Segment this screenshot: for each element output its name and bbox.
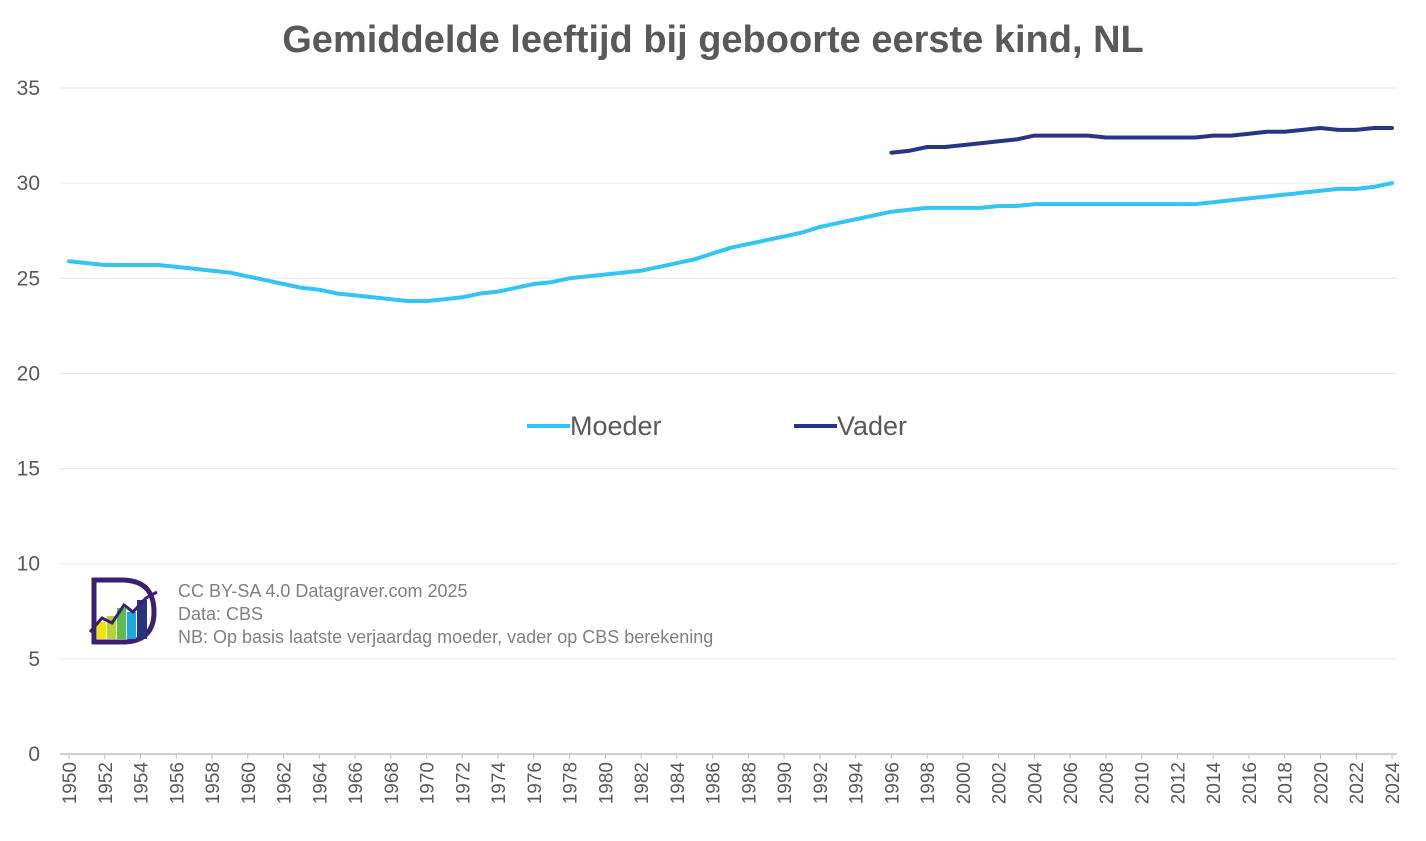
x-tick-label: 1956 <box>167 762 188 804</box>
x-tick-label: 2004 <box>1025 762 1046 805</box>
note-license: CC BY-SA 4.0 Datagraver.com 2025 <box>178 581 468 601</box>
x-tick-label: 1992 <box>811 762 832 804</box>
x-tick-label: 1984 <box>668 762 689 805</box>
x-tick-label: 1952 <box>96 762 117 804</box>
source-notes: CC BY-SA 4.0 Datagraver.com 2025 Data: C… <box>178 581 713 647</box>
x-tick-label: 2022 <box>1347 762 1368 804</box>
logo-bar-1 <box>97 622 106 639</box>
x-tick-label: 2024 <box>1383 762 1404 805</box>
y-tick-label: 25 <box>17 267 40 290</box>
x-tick-label: 1986 <box>704 762 725 804</box>
x-tick-label: 1978 <box>561 762 582 804</box>
x-tick-label: 1976 <box>525 762 546 804</box>
x-tick-label: 1962 <box>275 762 296 804</box>
legend-label-vader: Vader <box>837 411 907 441</box>
x-tick-label: 1994 <box>847 762 868 805</box>
series-line-moeder <box>67 181 1394 304</box>
x-tick-label: 1974 <box>489 762 510 805</box>
gridlines <box>60 87 1397 755</box>
x-tick-label: 2010 <box>1133 762 1154 804</box>
x-tick-label: 1988 <box>739 762 760 804</box>
x-tick-label: 1954 <box>132 762 153 805</box>
note-remark: NB: Op basis laatste verjaardag moeder, … <box>178 627 713 647</box>
x-tick-label: 2008 <box>1097 762 1118 804</box>
logo-trend-line <box>88 590 158 633</box>
x-tick-label: 2020 <box>1311 762 1332 804</box>
x-axis-ticks: 1950 1952 1954 1956 1958 1960 1962 1964 1966 1968… <box>60 754 1404 804</box>
legend: Moeder Vader <box>527 411 907 441</box>
y-tick-label: 15 <box>17 458 40 481</box>
y-tick-label: 35 <box>17 77 40 100</box>
logo-bar-3 <box>117 608 126 639</box>
y-tick-label: 30 <box>17 172 40 195</box>
logo-bar-5 <box>137 600 147 639</box>
x-tick-label: 1968 <box>382 762 403 804</box>
x-tick-label: 2002 <box>990 762 1011 804</box>
x-tick-label: 1960 <box>239 762 260 804</box>
series-line-vader <box>889 126 1394 155</box>
x-tick-label: 1990 <box>775 762 796 804</box>
x-tick-label: 1996 <box>882 762 903 804</box>
x-tick-label: 1972 <box>453 762 474 804</box>
y-axis-ticks: 0 5 10 15 20 25 30 35 <box>17 77 40 766</box>
x-tick-label: 1958 <box>203 762 224 804</box>
series-lines <box>67 126 1394 304</box>
chart-title: Gemiddelde leeftijd bij geboorte eerste … <box>282 19 1144 61</box>
logo-bar-2 <box>107 616 116 639</box>
x-tick-label: 1970 <box>418 762 439 804</box>
x-tick-label: 1966 <box>346 762 367 804</box>
x-tick-label: 1998 <box>918 762 939 804</box>
y-tick-label: 5 <box>28 648 40 671</box>
x-tick-label: 2000 <box>954 762 975 804</box>
x-tick-label: 2014 <box>1204 762 1225 805</box>
x-tick-label: 2016 <box>1240 762 1261 804</box>
x-tick-label: 1964 <box>310 762 331 805</box>
x-tick-label: 1982 <box>632 762 653 804</box>
x-tick-label: 2012 <box>1168 762 1189 804</box>
legend-label-moeder: Moeder <box>570 411 662 441</box>
datagraver-logo <box>88 577 158 645</box>
y-tick-label: 10 <box>17 553 40 576</box>
y-tick-label: 20 <box>17 362 40 385</box>
y-tick-label: 0 <box>28 743 40 766</box>
x-tick-label: 1980 <box>596 762 617 804</box>
x-tick-label: 2018 <box>1276 762 1297 804</box>
x-tick-label: 2006 <box>1061 762 1082 804</box>
logo-bar-4 <box>127 612 136 639</box>
note-source: Data: CBS <box>178 604 263 624</box>
x-tick-label: 1950 <box>60 762 81 804</box>
